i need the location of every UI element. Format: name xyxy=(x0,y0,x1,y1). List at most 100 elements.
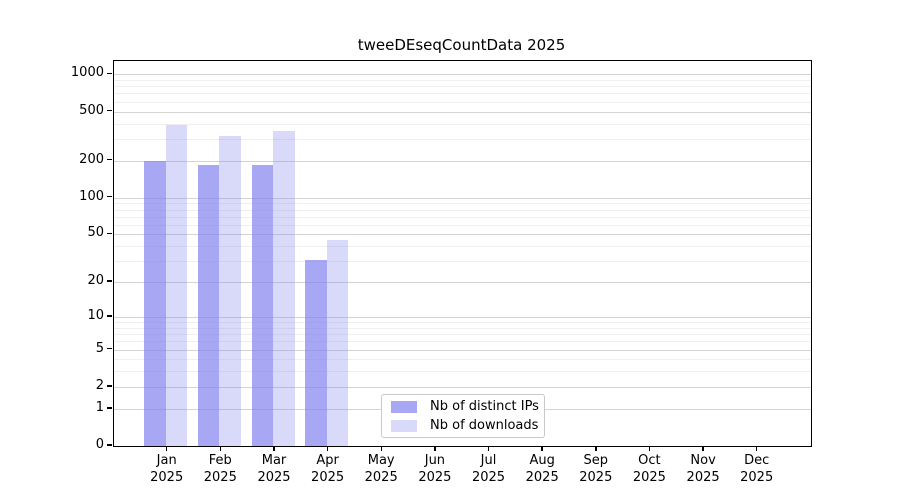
grid-line-minor xyxy=(114,216,811,218)
grid-line-minor xyxy=(114,327,811,329)
x-tick-month: Oct xyxy=(638,453,661,468)
y-tick-mark xyxy=(107,444,112,446)
bar-downloads-mar xyxy=(273,131,295,446)
x-tick-label-oct: Oct 2025 xyxy=(621,452,677,486)
x-tick-mark xyxy=(273,446,275,451)
grid-line-major xyxy=(114,111,811,113)
y-tick-label: 1 xyxy=(95,399,104,415)
grid-line-minor xyxy=(114,341,811,343)
grid-line-minor xyxy=(114,209,811,211)
bar-downloads-jan xyxy=(165,124,188,446)
grid-line-major xyxy=(114,234,811,236)
y-tick-mark xyxy=(107,109,112,112)
x-tick-year: 2025 xyxy=(257,470,291,485)
x-tick-month: May xyxy=(367,453,395,468)
y-tick-label: 50 xyxy=(87,225,104,241)
grid-line-major xyxy=(114,386,811,388)
x-tick-label-jul: Jul 2025 xyxy=(461,452,517,486)
x-tick-label-jan: Jan 2025 xyxy=(139,452,195,486)
x-tick-mark xyxy=(595,446,597,451)
x-tick-month: Jun xyxy=(424,453,446,468)
x-tick-label-aug: Aug 2025 xyxy=(514,452,570,486)
y-tick-mark xyxy=(107,385,112,387)
y-tick-label: 5 xyxy=(95,340,104,356)
bar-distinct-ips-apr xyxy=(305,259,327,446)
x-tick-label-apr: Apr 2025 xyxy=(300,452,356,486)
y-tick-label: 0 xyxy=(95,437,104,452)
grid-line-minor xyxy=(114,138,811,140)
legend-label: Nb of downloads xyxy=(430,418,539,433)
x-tick-month: Dec xyxy=(744,453,770,468)
x-tick-mark xyxy=(755,446,758,451)
x-tick-mark xyxy=(541,446,543,451)
legend-item: Nb of downloads xyxy=(391,418,539,433)
x-tick-year: 2025 xyxy=(418,470,452,485)
grid-line-minor xyxy=(114,371,811,373)
x-tick-label-jun: Jun 2025 xyxy=(407,452,463,486)
bar-distinct-ips-mar xyxy=(251,165,273,446)
grid-line-major xyxy=(114,74,811,76)
y-tick-mark xyxy=(107,232,112,235)
grid-line-minor xyxy=(114,93,811,95)
grid-line-minor xyxy=(114,359,811,361)
x-tick-year: 2025 xyxy=(471,470,506,485)
x-tick-year: 2025 xyxy=(579,470,613,485)
x-tick-month: Jul xyxy=(480,453,497,468)
x-tick-mark xyxy=(380,446,382,451)
plot-area: Nb of distinct IPs Nb of downloads xyxy=(113,60,812,447)
grid-line-minor xyxy=(114,203,811,205)
x-tick-label-feb: Feb 2025 xyxy=(192,452,248,486)
y-tick-label: 500 xyxy=(79,102,104,118)
bar-distinct-ips-jan xyxy=(144,160,166,446)
x-tick-year: 2025 xyxy=(740,470,774,485)
x-tick-year: 2025 xyxy=(311,470,345,485)
grid-line-minor xyxy=(114,86,811,88)
x-tick-label-nov: Nov 2025 xyxy=(675,452,731,486)
grid-line-major xyxy=(114,197,811,199)
grid-line-minor xyxy=(114,123,811,125)
chart-title: tweeDEseqCountData 2025 xyxy=(357,36,566,54)
x-tick-month: Sep xyxy=(583,453,609,468)
legend-item: Nb of distinct IPs xyxy=(391,399,539,414)
y-tick-label: 10 xyxy=(87,308,104,323)
x-tick-mark xyxy=(326,446,329,451)
x-tick-month: Jan xyxy=(156,453,177,468)
y-tick-label: 20 xyxy=(87,273,104,289)
y-tick-mark xyxy=(107,72,112,74)
x-tick-year: 2025 xyxy=(150,470,184,485)
x-tick-label-mar: Mar 2025 xyxy=(246,452,302,486)
x-tick-mark xyxy=(434,446,436,451)
legend-swatch-distinct-ips xyxy=(391,400,417,413)
x-tick-label-dec: Dec 2025 xyxy=(729,452,785,486)
x-tick-year: 2025 xyxy=(632,470,666,485)
x-tick-month: Nov xyxy=(690,453,716,468)
bar-downloads-feb xyxy=(219,136,241,446)
y-tick-label: 1000 xyxy=(70,65,104,81)
grid-line-minor xyxy=(114,261,811,263)
legend-label: Nb of distinct IPs xyxy=(430,399,539,414)
x-tick-month: Aug xyxy=(529,453,555,468)
x-tick-year: 2025 xyxy=(364,470,398,485)
y-tick-mark xyxy=(107,347,112,350)
y-tick-mark xyxy=(107,315,112,317)
grid-line-major xyxy=(114,349,811,351)
grid-line-minor xyxy=(114,79,811,81)
x-tick-mark xyxy=(487,446,490,451)
x-tick-year: 2025 xyxy=(203,470,237,485)
x-tick-month: Feb xyxy=(208,453,232,468)
x-tick-month: Mar xyxy=(261,453,287,468)
y-tick-mark xyxy=(107,158,112,161)
grid-line-minor xyxy=(114,322,811,324)
x-tick-mark xyxy=(648,446,651,451)
x-tick-year: 2025 xyxy=(686,470,720,485)
x-tick-mark xyxy=(219,446,222,451)
grid-line-minor xyxy=(114,224,811,226)
grid-line-major xyxy=(114,317,811,318)
legend-swatch-downloads xyxy=(391,419,417,432)
y-tick-mark xyxy=(107,280,112,282)
grid-line-minor xyxy=(114,246,811,248)
y-tick-label: 200 xyxy=(79,151,104,167)
x-tick-label-sep: Sep 2025 xyxy=(568,452,624,486)
x-tick-month: Apr xyxy=(316,453,339,468)
